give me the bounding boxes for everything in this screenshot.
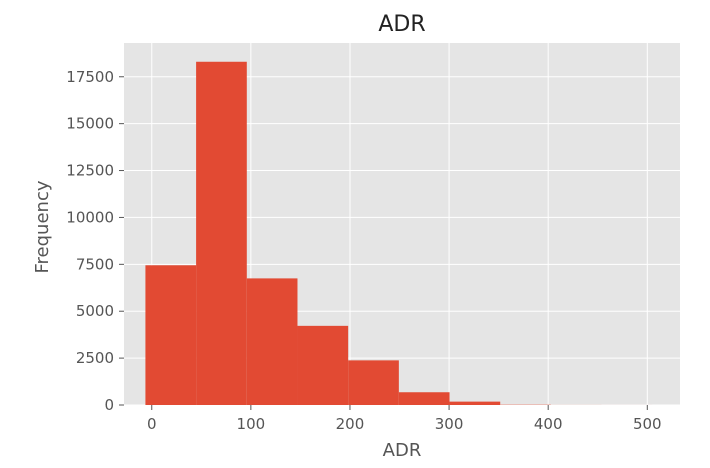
y-tick-label: 2500: [76, 349, 114, 367]
y-tick-label: 15000: [66, 115, 114, 133]
x-axis-label: ADR: [383, 440, 422, 461]
x-tick-label: 500: [633, 415, 662, 433]
histogram-bar: [398, 392, 450, 405]
y-tick-label: 17500: [66, 68, 114, 86]
bars: [145, 61, 653, 406]
histogram-bar: [145, 265, 197, 405]
x-tick-label: 300: [435, 415, 464, 433]
y-tick-label: 10000: [66, 208, 114, 226]
y-axis-label: Frequency: [32, 180, 53, 273]
y-tick-label: 7500: [76, 255, 114, 273]
histogram-bar: [246, 278, 298, 405]
x-axis-ticks: 0 100 200 300 400 500: [147, 405, 662, 433]
y-tick-label: 5000: [76, 302, 114, 320]
histogram-bar: [297, 325, 349, 405]
y-tick-label: 12500: [66, 162, 114, 180]
y-tick-label: 0: [104, 396, 114, 414]
histogram-bar: [196, 61, 247, 406]
chart-title: ADR: [378, 12, 425, 37]
x-tick-label: 0: [147, 415, 157, 433]
histogram-bar: [449, 401, 501, 405]
histogram-bar: [348, 360, 399, 405]
y-axis-ticks: 0 2500 5000 7500 10000 12500 15000 17500: [66, 68, 124, 414]
x-tick-label: 400: [534, 415, 563, 433]
x-tick-label: 100: [237, 415, 266, 433]
x-tick-label: 200: [336, 415, 365, 433]
